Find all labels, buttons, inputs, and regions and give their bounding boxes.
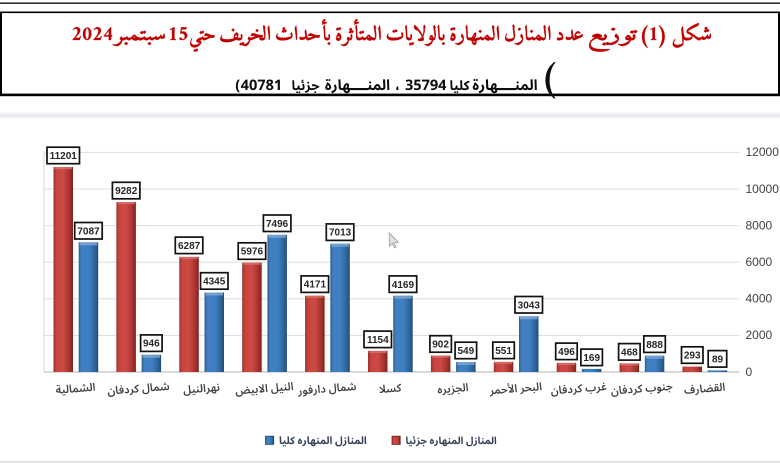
svg-text:549: 549	[457, 346, 474, 357]
svg-text:6287: 6287	[178, 241, 201, 252]
svg-text:4171: 4171	[304, 280, 327, 291]
svg-text:4169: 4169	[392, 280, 415, 291]
svg-text:89: 89	[712, 354, 724, 365]
svg-text:5976: 5976	[241, 247, 264, 258]
svg-text:2000: 2000	[746, 328, 773, 342]
svg-text:11201: 11201	[50, 151, 78, 162]
svg-text:496: 496	[558, 347, 575, 358]
svg-text:468: 468	[621, 348, 638, 359]
svg-text:6000: 6000	[746, 255, 773, 269]
svg-text:10000: 10000	[746, 182, 780, 196]
svg-text:8000: 8000	[746, 218, 773, 232]
svg-text:0: 0	[746, 365, 753, 379]
svg-text:1154: 1154	[367, 335, 389, 346]
svg-text:7496: 7496	[266, 219, 289, 230]
svg-text:4345: 4345	[203, 277, 226, 288]
svg-text:12000: 12000	[746, 145, 780, 159]
svg-text:888: 888	[646, 340, 663, 351]
svg-text:169: 169	[583, 353, 600, 364]
svg-text:9282: 9282	[115, 186, 138, 197]
svg-text:7087: 7087	[77, 226, 100, 237]
svg-text:902: 902	[432, 340, 449, 351]
svg-text:293: 293	[684, 351, 701, 362]
svg-text:946: 946	[143, 339, 160, 350]
svg-text:551: 551	[495, 346, 512, 357]
svg-text:7013: 7013	[329, 228, 352, 239]
svg-text:3043: 3043	[518, 300, 541, 311]
svg-text:4000: 4000	[746, 292, 773, 306]
